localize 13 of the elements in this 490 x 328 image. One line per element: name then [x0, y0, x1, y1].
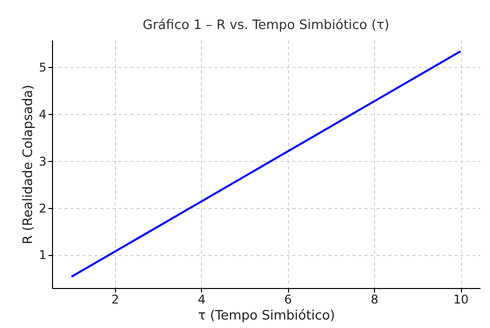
- x-tick-label: 10: [453, 292, 469, 306]
- x-tick-label: 6: [284, 292, 292, 306]
- y-tick-label: 2: [38, 201, 46, 216]
- x-tick-label: 2: [111, 292, 120, 306]
- x-axis-title: τ (Tempo Simbiótico): [198, 308, 335, 324]
- y-tick-label: 3: [38, 154, 46, 168]
- y-axis-title: R (Realidade Colapsada): [20, 84, 36, 244]
- y-tick-label: 5: [38, 60, 46, 75]
- x-tick-label: 8: [370, 292, 378, 306]
- chart-title: Gráfico 1 – R vs. Tempo Simbiótico (τ): [142, 18, 390, 33]
- x-tick-label: 4: [198, 292, 206, 306]
- y-tick-label: 4: [38, 108, 46, 122]
- y-tick-label: 1: [38, 248, 46, 262]
